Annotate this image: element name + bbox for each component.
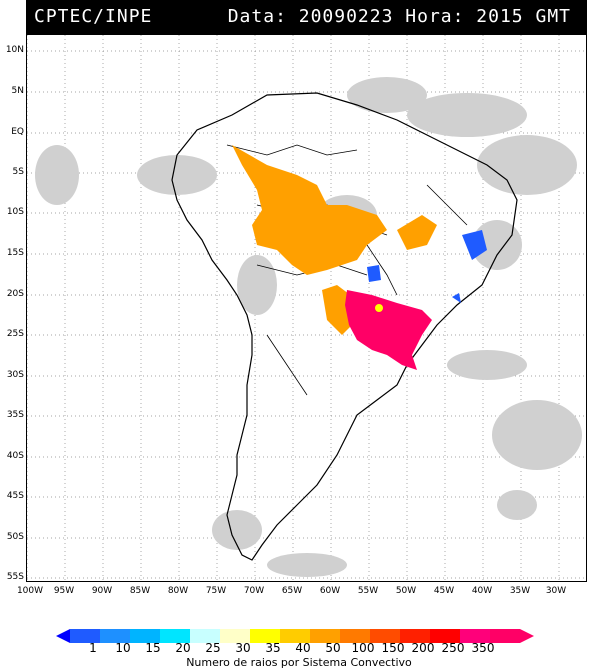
colorbar-swatches: [56, 629, 534, 643]
lon-label-95w: 95W: [53, 586, 75, 596]
colorbar-label-25: 25: [205, 641, 221, 655]
colorbar-swatch-11: [370, 629, 400, 643]
lon-label-60w: 60W: [319, 586, 341, 596]
colorbar-swatch-10: [340, 629, 370, 643]
colorbar-swatch-3: [130, 629, 160, 643]
colorbar-label-30: 30: [235, 641, 251, 655]
date-time-label: Data: 20090223 Hora: 2015 GMT: [227, 6, 571, 27]
lon-label-50w: 50W: [395, 586, 417, 596]
colorbar: 1 10 15 20 25 30 35 40 50 100 150 200 25…: [56, 628, 542, 669]
lat-label-5n: 5N: [11, 86, 24, 96]
colorbar-caption: Numero de raios por Sistema Convectivo: [186, 656, 412, 669]
colorbar-label-50: 50: [325, 641, 341, 655]
colorbar-swatch-8: [280, 629, 310, 643]
title-bar: CPTEC/INPE Data: 20090223 Hora: 2015 GMT: [26, 0, 587, 34]
lat-label-10n: 10N: [5, 45, 24, 55]
colorbar-swatch-2: [100, 629, 130, 643]
lat-label-5s: 5S: [12, 167, 24, 177]
colorbar-label-1: 1: [89, 641, 97, 655]
colorbar-label-40: 40: [295, 641, 311, 655]
colorbar-swatch-9: [310, 629, 340, 643]
lat-label-45s: 45S: [6, 491, 24, 501]
colorbar-label-200: 200: [411, 641, 435, 655]
lat-label-30s: 30S: [6, 370, 24, 380]
lon-label-35w: 35W: [509, 586, 531, 596]
lon-label-30w: 30W: [545, 586, 567, 596]
map-frame: [26, 34, 587, 582]
colorbar-swatch-5: [190, 629, 220, 643]
lat-label-35s: 35S: [6, 410, 24, 420]
convective-system-magenta: [345, 290, 432, 370]
lat-label-eq: EQ: [11, 127, 24, 137]
colorbar-swatch-13: [430, 629, 460, 643]
colorbar-swatch-6: [220, 629, 250, 643]
map-canvas: [26, 35, 586, 581]
colorbar-label-150: 150: [381, 641, 405, 655]
colorbar-swatch-4: [160, 629, 190, 643]
colorbar-label-100: 100: [351, 641, 375, 655]
lon-label-70w: 70W: [243, 586, 265, 596]
colorbar-swatch-12: [400, 629, 430, 643]
colorbar-swatch-1: [70, 629, 100, 643]
lon-label-55w: 55W: [357, 586, 379, 596]
colorbar-label-350: 350: [471, 641, 495, 655]
lat-label-20s: 20S: [6, 289, 24, 299]
lon-label-45w: 45W: [433, 586, 455, 596]
convective-cell-yellow: [375, 304, 383, 312]
cloud-cover: [35, 77, 582, 577]
lon-label-85w: 85W: [129, 586, 151, 596]
colorbar-swatch-7: [250, 629, 280, 643]
colorbar-swatch-14: [460, 629, 490, 643]
lon-label-40w: 40W: [471, 586, 493, 596]
south-america-outline: [171, 92, 518, 561]
lon-label-80w: 80W: [167, 586, 189, 596]
convective-system-blue: [367, 230, 487, 303]
colorbar-label-15: 15: [145, 641, 161, 655]
colorbar-arrow-left: [56, 629, 70, 643]
lat-label-15s: 15S: [6, 248, 24, 258]
colorbar-label-10: 10: [115, 641, 131, 655]
lat-label-50s: 50S: [6, 532, 24, 542]
lon-label-90w: 90W: [91, 586, 113, 596]
colorbar-label-35: 35: [265, 641, 281, 655]
lat-label-55s: 55S: [6, 572, 24, 582]
colorbar-label-20: 20: [175, 641, 191, 655]
lon-label-100w: 100W: [16, 586, 44, 596]
source-label: CPTEC/INPE: [34, 6, 153, 27]
lat-label-25s: 25S: [6, 329, 24, 339]
colorbar-label-250: 250: [441, 641, 465, 655]
colorbar-arrow-right: [520, 629, 534, 643]
convective-system-orange: [232, 145, 437, 335]
lon-label-65w: 65W: [281, 586, 303, 596]
colorbar-swatch-15: [490, 629, 520, 643]
lon-label-75w: 75W: [205, 586, 227, 596]
lat-label-10s: 10S: [6, 207, 24, 217]
lat-label-40s: 40S: [6, 451, 24, 461]
